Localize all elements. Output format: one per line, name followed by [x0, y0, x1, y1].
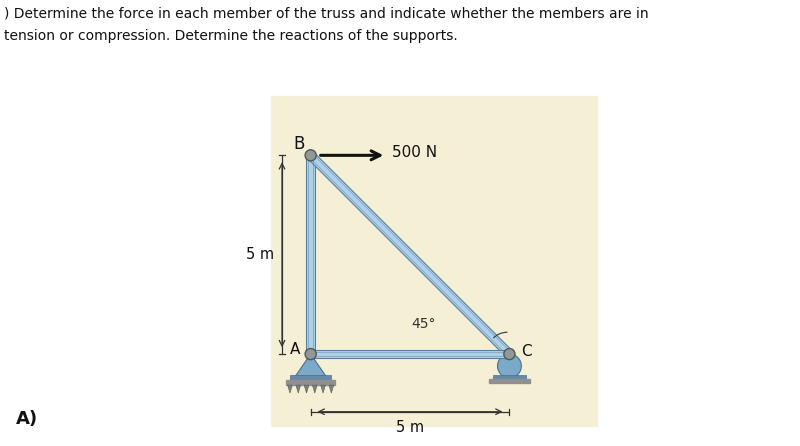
- Bar: [290, 375, 331, 380]
- Polygon shape: [296, 385, 301, 393]
- Polygon shape: [288, 385, 292, 393]
- Text: ) Determine the force in each member of the truss and indicate whether the membe: ) Determine the force in each member of …: [4, 7, 649, 21]
- Text: B: B: [294, 135, 306, 153]
- Text: tension or compression. Determine the reactions of the supports.: tension or compression. Determine the re…: [4, 29, 458, 43]
- Polygon shape: [321, 385, 326, 393]
- Text: 45°: 45°: [412, 317, 436, 331]
- Text: 5 m: 5 m: [246, 247, 274, 262]
- Circle shape: [504, 348, 515, 359]
- Bar: [493, 375, 526, 379]
- Polygon shape: [304, 385, 309, 393]
- Text: 5 m: 5 m: [396, 420, 424, 435]
- Circle shape: [498, 354, 522, 378]
- Polygon shape: [329, 385, 334, 393]
- Bar: [271, 96, 597, 425]
- Bar: [286, 380, 335, 385]
- Polygon shape: [307, 152, 513, 357]
- Text: A: A: [290, 342, 301, 357]
- Circle shape: [305, 348, 316, 359]
- Polygon shape: [310, 350, 510, 359]
- Bar: [489, 379, 530, 383]
- Text: 500 N: 500 N: [392, 145, 438, 161]
- Text: C: C: [521, 344, 531, 359]
- Text: A): A): [16, 410, 38, 428]
- Polygon shape: [313, 385, 317, 393]
- Circle shape: [305, 150, 316, 161]
- Polygon shape: [295, 354, 326, 376]
- Polygon shape: [306, 155, 315, 354]
